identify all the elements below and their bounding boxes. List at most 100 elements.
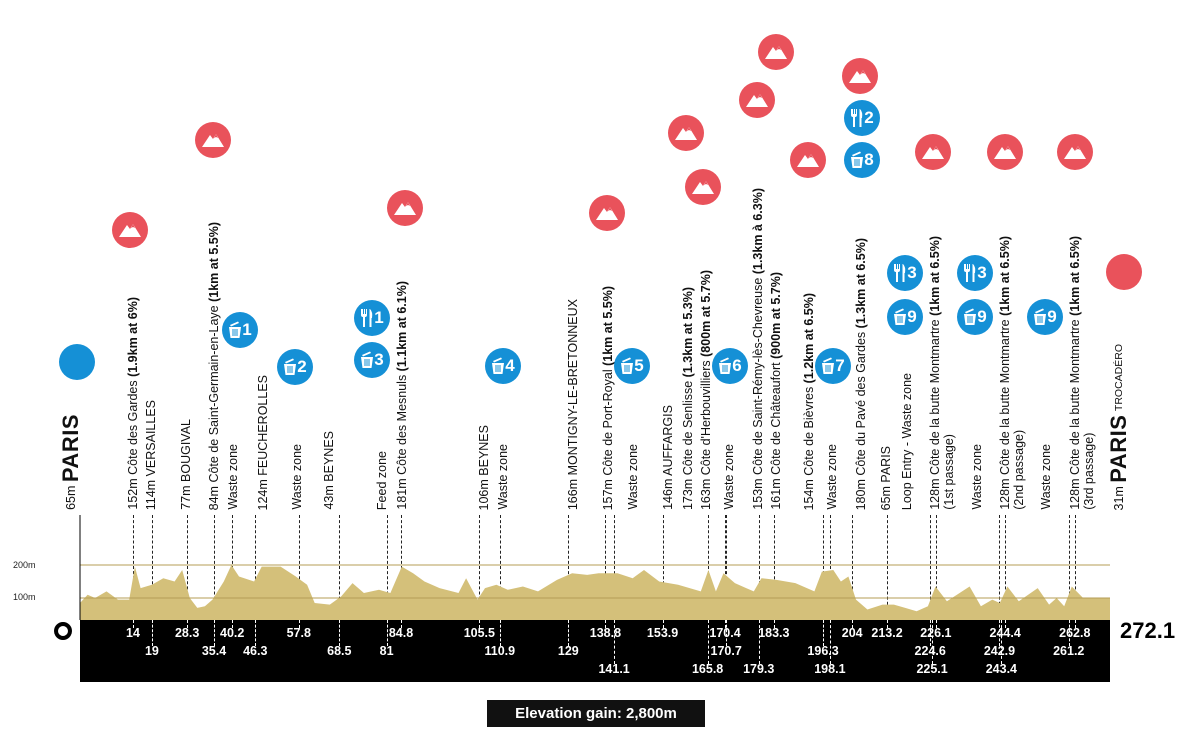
km-label: 225.1	[916, 662, 948, 676]
icon-number: 7	[835, 356, 845, 375]
km-tick	[887, 620, 889, 628]
km-tick	[662, 620, 664, 628]
km-tick	[339, 620, 341, 646]
mountain-icon	[692, 179, 714, 195]
total-distance: 272.1	[1120, 618, 1176, 643]
km-tick	[187, 620, 189, 628]
km-label: 262.8	[1059, 626, 1091, 640]
km-tick	[773, 620, 775, 628]
km-tick	[151, 620, 153, 646]
waypoint-guide-line	[132, 515, 134, 620]
km-label: 105.5	[463, 626, 495, 640]
km-label: 84.8	[388, 626, 414, 640]
km-tick	[829, 620, 831, 664]
icon-number: 6	[732, 356, 742, 375]
kom-climb-icon	[589, 195, 625, 231]
km-tick	[568, 620, 570, 646]
km-label: 138.8	[589, 626, 622, 640]
km-label: 224.6	[914, 644, 946, 658]
bin-icon	[360, 351, 374, 369]
feed-zone-icon: 3	[957, 255, 993, 291]
icon-number: 2	[864, 108, 874, 127]
waste-zone-icon: 9	[957, 299, 993, 335]
icon-number: 3	[907, 263, 917, 282]
bin-icon	[283, 358, 297, 376]
fork-knife-icon	[963, 264, 977, 282]
waypoint-guide-line	[707, 515, 709, 620]
waypoint-guide-line	[339, 515, 341, 620]
elevation-gain-badge: Elevation gain: 2,800m	[487, 700, 705, 727]
km-tick	[479, 620, 481, 628]
km-label: 14	[126, 626, 140, 640]
waste-zone-icon: 2	[277, 349, 313, 385]
mountain-icon	[394, 200, 416, 216]
km-label: 153.9	[646, 626, 679, 640]
waste-zone-icon: 1	[222, 312, 258, 348]
km-tick	[707, 620, 709, 664]
waypoint-guide-line	[298, 515, 300, 620]
km-tick	[930, 620, 932, 646]
km-tick	[725, 620, 727, 628]
km-label: 68.5	[327, 644, 352, 658]
km-tick	[758, 620, 760, 664]
km-tick	[999, 620, 1001, 646]
waypoint-guide-line	[823, 515, 825, 620]
km-label: 46.3	[243, 644, 268, 658]
waypoint-guide-line	[568, 515, 570, 620]
waypoint-guide-line	[1068, 515, 1070, 620]
waypoint-guide-line	[499, 515, 501, 620]
km-tick	[386, 620, 388, 646]
waypoint-guide-line	[662, 515, 664, 620]
kom-climb-icon	[112, 212, 148, 248]
fork-knife-icon	[850, 109, 864, 127]
waypoint-guide-line	[1074, 515, 1076, 620]
bin-icon	[821, 357, 835, 375]
waypoint-guide-line	[151, 515, 153, 620]
km-tick	[214, 620, 215, 646]
mountain-icon	[849, 68, 871, 84]
waypoint-guide-line	[214, 515, 215, 620]
mountain-icon	[1064, 144, 1086, 160]
waypoint-guide-line	[930, 515, 932, 620]
mountain-icon	[994, 144, 1016, 160]
km-tick	[614, 620, 616, 664]
kom-climb-icon	[195, 122, 231, 158]
kom-climb-icon	[1057, 134, 1093, 170]
km-tick	[1074, 620, 1076, 628]
km-label: 141.1	[598, 662, 630, 676]
fork-knife-icon	[893, 264, 907, 282]
km-label: 198.1	[814, 662, 846, 676]
waste-zone-icon: 6	[712, 348, 748, 384]
km-label: 244.4	[989, 626, 1021, 640]
bin-icon	[1033, 308, 1047, 326]
icon-number: 9	[907, 307, 917, 326]
start-marker-icon	[59, 344, 95, 380]
waypoint-guide-line	[187, 515, 189, 620]
bin-icon	[850, 151, 864, 169]
km-label: 179.3	[743, 662, 775, 676]
bin-icon	[893, 308, 907, 326]
bin-icon	[491, 357, 505, 375]
kom-climb-icon	[842, 58, 878, 94]
bin-icon	[228, 321, 242, 339]
waypoint-guide-line	[852, 515, 854, 620]
y-tick-100: 100m	[13, 592, 36, 602]
feed-zone-icon: 2	[844, 100, 880, 136]
waypoint-guide-line	[614, 515, 616, 620]
mountain-icon	[119, 222, 141, 238]
waste-zone-icon: 9	[887, 299, 923, 335]
km-label: 242.9	[983, 644, 1016, 658]
waste-zone-icon: 7	[815, 348, 851, 384]
km-label: 243.4	[985, 662, 1017, 676]
feed-zone-icon: 3	[887, 255, 923, 291]
mountain-icon	[922, 144, 944, 160]
km-tick	[132, 620, 134, 628]
waypoint-guide-line	[829, 515, 831, 620]
feed-zone-icon: 1	[354, 300, 390, 336]
kom-climb-icon	[668, 115, 704, 151]
km-label: 35.4	[201, 644, 227, 658]
km-tick	[1068, 620, 1070, 646]
km-label: 110.9	[484, 644, 516, 658]
km-tick	[1001, 620, 1003, 664]
